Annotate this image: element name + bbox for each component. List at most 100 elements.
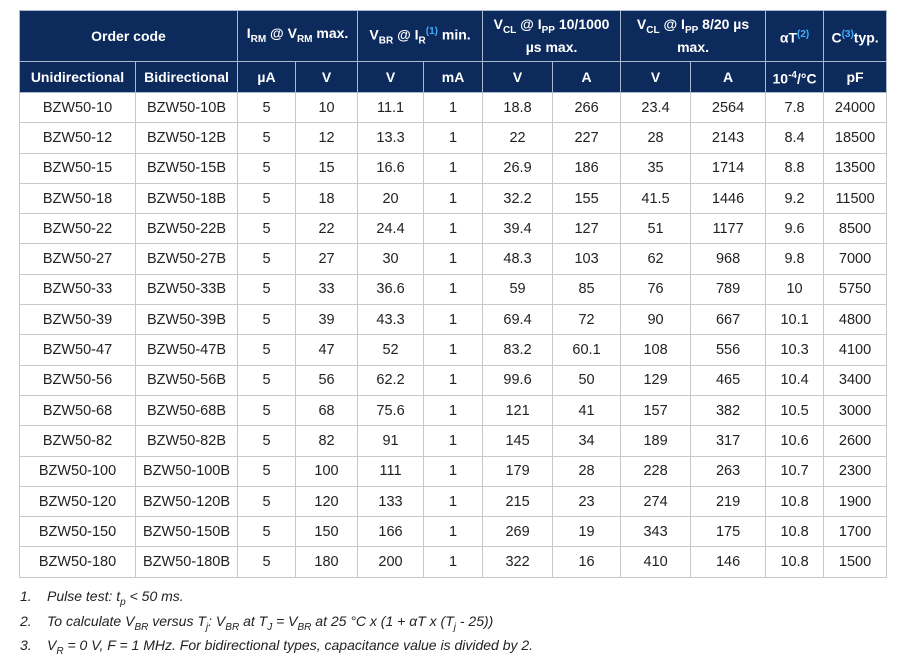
table-cell: 5 — [237, 516, 297, 548]
table-cell: 83.2 — [482, 334, 554, 366]
table-cell: 85 — [552, 273, 622, 306]
table-cell: 5 — [237, 243, 297, 275]
column-unit-header: Bidirectional — [134, 61, 239, 93]
table-cell: 82 — [295, 425, 359, 457]
column-unit-header: 10-4/°C — [765, 61, 825, 93]
text-segment: CL — [502, 24, 517, 36]
column-group-header: IRM @ VRM max. — [237, 10, 359, 62]
table-cell: 667 — [690, 304, 767, 336]
table-row: BZW50-82 BZW50-82B 5 82 91 1 145 34 189 317 10.6 26… — [19, 425, 888, 457]
table-cell: 789 — [690, 273, 767, 306]
table-cell: 35 — [620, 152, 692, 184]
footnote-reference: (3) — [841, 28, 854, 40]
table-cell: BZW50-82B — [134, 425, 239, 457]
text-segment: 10/1000 µs max. — [525, 16, 610, 55]
table-cell: 5 — [237, 394, 297, 427]
table-cell: 215 — [482, 485, 554, 518]
table-cell: 108 — [620, 334, 692, 366]
text-segment: V — [493, 16, 503, 33]
column-group-header: C(3)typ. — [823, 10, 888, 62]
table-cell: 18 — [295, 182, 359, 215]
column-unit-header: A — [552, 61, 622, 93]
table-cell: 3000 — [823, 394, 888, 427]
table-cell: 7.8 — [765, 91, 825, 124]
table-cell: 1 — [423, 182, 484, 215]
table-cell: BZW50-82 — [19, 425, 136, 457]
footnote-text: Pulse test: tp < 50 ms. — [47, 588, 184, 613]
table-cell: 8.8 — [765, 152, 825, 184]
table-row: BZW50-27 BZW50-27B 5 27 30 1 48.3 103 62 968 9.8 70… — [19, 243, 888, 275]
table-cell: 43.3 — [357, 304, 425, 336]
table-cell: 200 — [357, 546, 425, 578]
table-row: BZW50-100 BZW50-100B 5 100 111 1 179 28 228 263 10… — [19, 455, 888, 487]
table-cell: 2564 — [690, 91, 767, 124]
table-cell: 60.1 — [552, 334, 622, 366]
column-unit-header: V — [482, 61, 554, 93]
column-group-header: VCL @ IPP 8/20 µs max. — [620, 10, 767, 62]
table-cell: 7000 — [823, 243, 888, 275]
table-cell: 1 — [423, 394, 484, 427]
table-cell: BZW50-68B — [134, 394, 239, 427]
table-cell: 18500 — [823, 122, 888, 154]
table-cell: 33 — [295, 273, 359, 306]
table-cell: 157 — [620, 394, 692, 427]
table-cell: BZW50-18 — [19, 182, 136, 215]
column-group-header: VCL @ IPP 10/1000 µs max. — [482, 10, 622, 62]
text-segment: Pulse test: t — [47, 588, 121, 604]
table-cell: 179 — [482, 455, 554, 487]
table-cell: 10.4 — [765, 364, 825, 396]
table-cell: 99.6 — [482, 364, 554, 396]
table-cell: 30 — [357, 243, 425, 275]
table-cell: 968 — [690, 243, 767, 275]
table-cell: 22 — [482, 122, 554, 154]
table-cell: 2300 — [823, 455, 888, 487]
table-cell: BZW50-27 — [19, 243, 136, 275]
footnote-reference: (2) — [797, 28, 810, 40]
table-cell: 274 — [620, 485, 692, 518]
table-row: BZW50-150 BZW50-150B 5 150 166 1 269 19 343 175 10… — [19, 516, 888, 548]
table-cell: 129 — [620, 364, 692, 396]
table-cell: 23 — [552, 485, 622, 518]
table-cell: 8.4 — [765, 122, 825, 154]
table-cell: 150 — [295, 516, 359, 548]
table-cell: BZW50-56 — [19, 364, 136, 396]
table-cell: 228 — [620, 455, 692, 487]
text-segment: V — [650, 68, 661, 85]
table-cell: 41 — [552, 394, 622, 427]
table-cell: 1 — [423, 546, 484, 578]
table-cell: 1 — [423, 122, 484, 154]
table-cell: 27 — [295, 243, 359, 275]
table-cell: 1 — [423, 455, 484, 487]
table-cell: 227 — [552, 122, 622, 154]
text-segment: 8/20 µs max. — [677, 16, 750, 55]
table-cell: 10 — [295, 91, 359, 124]
table-cell: 47 — [295, 334, 359, 366]
table-cell: BZW50-100 — [19, 455, 136, 487]
table-cell: 28 — [620, 122, 692, 154]
table-cell: BZW50-68 — [19, 394, 136, 427]
table-cell: 100 — [295, 455, 359, 487]
table-row: BZW50-12 BZW50-12B 5 12 13.3 1 22 227 28 2143 8.4 1… — [19, 122, 888, 154]
text-segment: @ I — [393, 26, 419, 43]
table-cell: 269 — [482, 516, 554, 548]
text-segment: 10 — [772, 70, 789, 87]
table-cell: 10.1 — [765, 304, 825, 336]
text-segment: BR — [134, 621, 149, 633]
text-segment: = 0 V, F = 1 MHz. For bidirectional type… — [63, 637, 534, 653]
table-cell: 39.4 — [482, 213, 554, 245]
text-segment: : V — [208, 612, 226, 629]
table-cell: BZW50-10 — [19, 91, 136, 124]
table-cell: 317 — [690, 425, 767, 457]
text-segment: µA — [257, 68, 276, 85]
text-segment: V — [47, 637, 57, 653]
text-segment: I — [246, 24, 251, 41]
text-segment: Bidirectional — [144, 68, 229, 85]
table-cell: 48.3 — [482, 243, 554, 275]
text-segment: αT — [779, 29, 798, 46]
table-row: BZW50-22 BZW50-22B 5 22 24.4 1 39.4 127 51 1177 9.… — [19, 213, 888, 245]
column-unit-header: V — [620, 61, 692, 93]
table-cell: BZW50-180 — [19, 546, 136, 578]
table-cell: 1 — [423, 485, 484, 518]
text-segment: < 50 ms. — [125, 588, 184, 604]
table-cell: 1 — [423, 334, 484, 366]
